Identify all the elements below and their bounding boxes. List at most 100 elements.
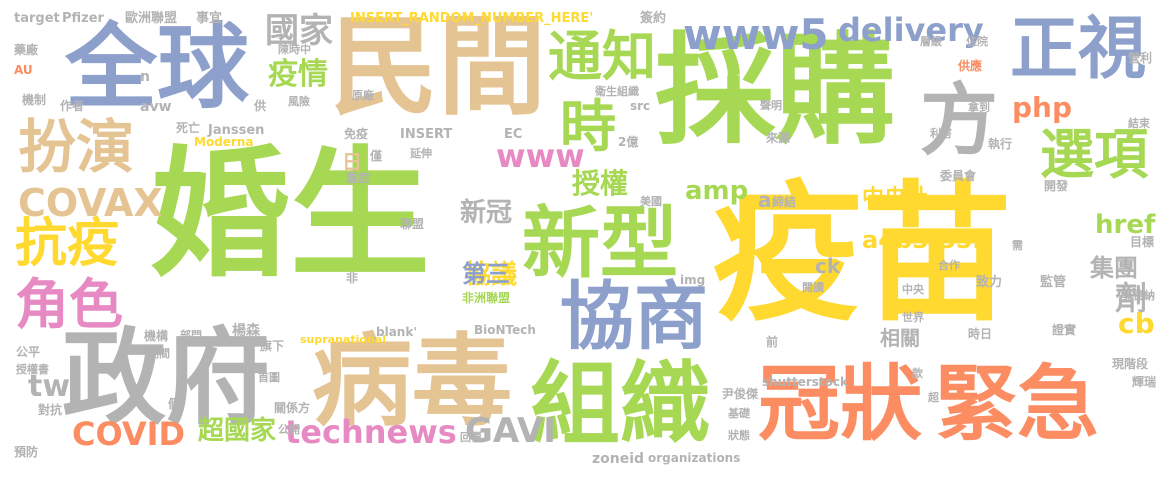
word-授權: 授權	[572, 167, 629, 200]
word-抗疫: 抗疫	[15, 214, 120, 274]
word-預防: 預防	[14, 445, 39, 459]
word-通知: 通知	[548, 25, 656, 88]
word-藥廠: 藥廠	[14, 43, 39, 57]
word-新型: 新型	[522, 199, 679, 289]
word-organizations: organizations	[648, 451, 741, 465]
word-楊森: 楊森	[232, 323, 260, 339]
word-集團: 集團	[1090, 254, 1138, 282]
word-國家: 國家	[265, 11, 333, 51]
word-對抗: 對抗	[38, 403, 63, 417]
word-href: href	[1095, 210, 1156, 240]
word-僅: 僅	[370, 149, 383, 163]
word-監管: 監管	[1040, 275, 1067, 290]
word-avw: avw	[140, 99, 172, 115]
word-選項: 選項	[1040, 123, 1148, 186]
word-technews: technews	[285, 413, 457, 451]
word-世界: 世界	[902, 311, 924, 324]
word-新冠: 新冠	[460, 198, 513, 228]
word-住院: 住院	[966, 35, 988, 48]
word-tw: tw	[28, 369, 71, 404]
word-COVAX: COVAX	[18, 181, 163, 225]
word-拿到: 拿到	[968, 101, 990, 114]
word-政府: 政府	[62, 317, 271, 439]
word-營利: 營利	[1128, 51, 1153, 65]
word-delivery: delivery	[838, 11, 984, 49]
word-簽約: 簽約	[640, 11, 667, 26]
word-締結: 締結	[772, 195, 797, 209]
word-扮演: 扮演	[18, 113, 135, 181]
word-疫苗: 疫苗	[712, 168, 1013, 342]
word-AU: AU	[14, 63, 33, 77]
word-閱讀: 閱讀	[802, 281, 824, 294]
word-supranational: supranational	[300, 333, 386, 346]
word-尹俊傑: 尹俊傑	[722, 387, 759, 401]
word-供: 供	[254, 99, 267, 113]
word-GAVI: GAVI	[465, 411, 556, 451]
word-全球: 全球	[65, 14, 250, 121]
word-src: src	[630, 99, 651, 113]
word-重症: 重症	[346, 171, 371, 185]
word-相關: 相關	[880, 326, 920, 350]
word-zoneid: zoneid	[592, 451, 645, 467]
word-疫情: 疫情	[268, 57, 328, 92]
word-日: 日	[342, 150, 362, 174]
word-中央社: 中央社	[862, 186, 929, 211]
word-陳時中: 陳時中	[278, 43, 311, 56]
word-角色: 角色	[15, 273, 123, 336]
word-php: php	[1012, 91, 1073, 124]
word-利害: 利害	[930, 127, 952, 140]
word-合作: 合作	[938, 259, 960, 272]
word-時日: 時日	[968, 327, 993, 341]
word-非洲聯盟: 非洲聯盟	[462, 291, 511, 305]
word-衛生組織: 衛生組織	[595, 85, 639, 98]
word-shutterstock: shutterstock	[762, 375, 848, 389]
word-風險: 風險	[288, 95, 310, 108]
word-部門: 部門	[180, 329, 202, 342]
word-回覆: 回覆	[460, 431, 482, 444]
word-現階段: 現階段	[1112, 357, 1149, 371]
word-來源: 來源	[766, 131, 791, 145]
word-第三-visible: 第三	[462, 260, 510, 288]
word-時: 時	[560, 95, 616, 160]
word-莫德納: 莫德納	[1122, 289, 1155, 302]
word-COVID: COVID	[72, 415, 186, 453]
word-聲明: 聲明	[760, 99, 782, 112]
word-www5: www5	[683, 10, 829, 59]
word-超: 超	[928, 391, 939, 404]
word-劑: 劑	[1115, 279, 1148, 317]
word-原廠: 原廠	[352, 89, 374, 102]
word-開發: 開發	[1044, 179, 1069, 193]
word-a: a	[758, 188, 772, 212]
word-Pfizer: Pfizer	[62, 11, 104, 26]
word-延伸: 延伸	[410, 147, 432, 160]
word-BioNTech: BioNTech	[474, 323, 536, 337]
word-目標: 目標	[1130, 235, 1155, 249]
word-狀態: 狀態	[728, 429, 750, 442]
word-blank: _blank'	[370, 325, 417, 339]
word-美國: 美國	[640, 195, 662, 208]
word-n: n	[140, 69, 150, 85]
word-target: target	[14, 11, 60, 26]
word-緊急: 緊急	[935, 357, 1100, 452]
word-機制: 機制	[22, 93, 47, 107]
word-中央: 中央	[902, 283, 924, 296]
word-INSERT: INSERT	[400, 127, 453, 142]
word-2億: 2億	[618, 135, 639, 149]
word-機構: 機構	[144, 329, 169, 343]
word-公開: 公開	[278, 423, 300, 436]
word-輝瑞: 輝瑞	[1132, 375, 1157, 389]
word-層級: 層級	[920, 35, 942, 48]
word-關係方: 關係方	[274, 401, 311, 415]
word-EC: EC	[504, 127, 523, 142]
word-基礎: 基礎	[728, 407, 750, 420]
word-Janssen: Janssen	[208, 123, 265, 138]
word-採購: 採購	[655, 22, 895, 161]
word-免疫: 免疫	[344, 127, 369, 141]
word-方: 方	[920, 76, 999, 166]
word-結束: 結束	[1128, 117, 1150, 130]
word-婚生: 婚生	[150, 134, 431, 297]
word-證實: 證實	[1052, 323, 1077, 337]
word-www: www	[496, 137, 585, 175]
word-公平: 公平	[16, 345, 41, 359]
